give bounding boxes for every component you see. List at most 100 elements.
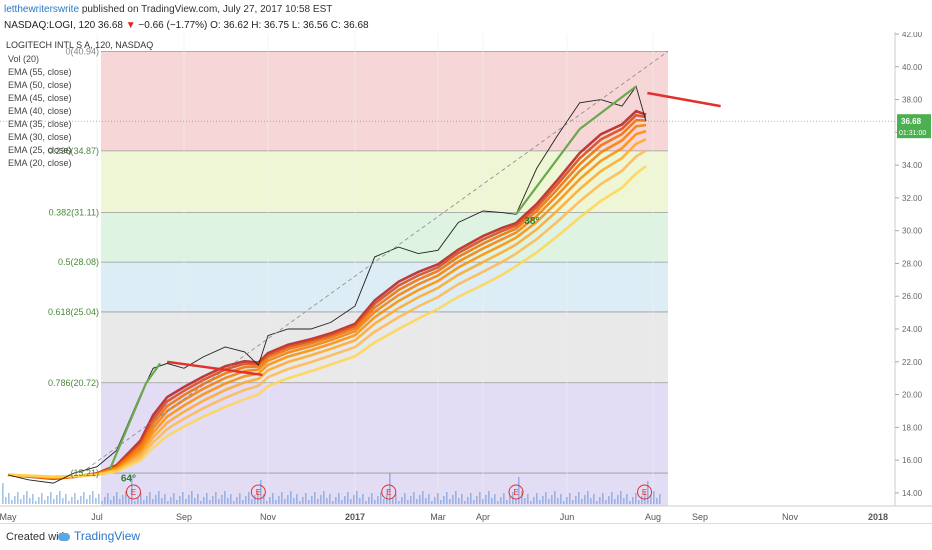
volume-bar [359,498,361,504]
volume-bar [455,491,457,504]
volume-bar [590,498,592,504]
volume-bar [245,496,247,504]
volume-bar [263,494,265,504]
volume-bar [551,495,553,504]
fib-labels: 0(40.94) 0.236(34.87) 0.382(31.11) 0.5(28.0… [48,46,99,478]
volume-bar [38,497,40,504]
volume-bar [656,498,658,504]
volume-bar [572,500,574,504]
x-tick-label: Nov [782,512,799,522]
volume-bar [536,493,538,504]
volume-bar [332,501,334,504]
volume-bar [305,493,307,504]
volume-bar [230,494,232,504]
earnings-marker [637,484,653,500]
volume-bar [239,493,241,504]
ema-line [7,165,647,478]
x-tick-label: Jun [560,512,575,522]
volume-bar [614,499,616,504]
volume-bar [620,491,622,504]
volume-bar [560,494,562,504]
volume-bar [317,499,319,504]
green-trendline-2 [515,128,581,215]
volume-bar [17,492,19,504]
volume-bar [266,501,268,504]
volume-bar [527,494,529,504]
earnings-label: E [256,488,261,497]
volume-bar [29,498,31,504]
volume-bar [413,492,415,504]
volume-bar [14,496,16,504]
fib-label: 0.786(20.72) [48,378,99,388]
legend-item: EMA (40, close) [8,106,72,116]
tradingview-logo[interactable]: TradingView [58,529,140,543]
change-down-icon: ▼ [125,20,136,31]
legend-item: Vol (20) [8,54,39,64]
ema-ribbon [7,109,647,481]
author-link[interactable]: letthewriterswrite [4,4,80,15]
volume-bar [47,496,49,504]
volume-bar [335,497,337,504]
volume-bar [647,481,649,504]
volume-bar [326,498,328,504]
symbol-line: NASDAQ:LOGI, 120 36.68 ▼ −0.66 (−1.77%) … [4,20,369,31]
volume-bar [287,495,289,504]
y-tick-label: 24.00 [902,325,923,334]
volume-bar [95,498,97,504]
volume-bar [554,491,556,504]
y-tick-label: 38.00 [902,96,923,105]
volume-bar [371,493,373,504]
volume-bar [143,500,145,504]
volume-bar [494,494,496,504]
price-change: −0.66 (−1.77%) [138,20,208,31]
volume-bar [419,495,421,504]
volume-bar [77,500,79,504]
y-tick-label: 20.00 [902,391,923,400]
volume-bar [338,493,340,504]
y-tick-label: 22.00 [902,358,923,367]
volume-bar [650,495,652,504]
x-tick-label: Apr [476,512,490,522]
volume-bar [617,495,619,504]
volume-bar [209,500,211,504]
volume-bar [539,500,541,504]
volume-bar [320,495,322,504]
grid [96,34,654,506]
volume-bar [578,492,580,504]
volume-bar [605,500,607,504]
volume-bar [314,492,316,504]
price-chart[interactable]: E E E E E 64° 38° 0(40.94) 0.236(34.87) 0.382(31… [0,32,932,524]
last-price-value: 36.68 [901,117,922,126]
volume-bar [176,500,178,504]
volume-bar [491,498,493,504]
fib-label: 0(40.94) [65,46,99,56]
fib-label: 0.618(25.04) [48,307,99,317]
volume-bar [251,499,253,504]
volume-bar [260,480,262,504]
volume-bar [167,501,169,504]
volume-bar [62,498,64,504]
volume-bar [113,496,115,504]
volume-bar [92,491,94,504]
y-tick-label: 40.00 [902,63,923,72]
volume-bar [542,496,544,504]
trend-overlays: E E E E E 64° 38° [80,51,721,500]
earnings-label: E [386,488,391,497]
volume-bar [71,497,73,504]
volume-bar [248,492,250,504]
volume-bar [473,500,475,504]
green-trendline-1 [108,382,148,471]
volume-bar [518,477,520,504]
volume-bar [383,499,385,504]
volume-bar [362,494,364,504]
volume-bar [374,500,376,504]
fib-zones [101,50,668,506]
footer: Created with TradingView [0,523,932,550]
x-tick-label: Aug [645,512,661,522]
volume-bar [398,501,400,504]
volume-bar [596,501,598,504]
green-trendline-3 [579,85,637,130]
volume-bar [218,499,220,504]
volume-bar [500,497,502,504]
fib-label: 0.236(34.87) [48,146,99,156]
